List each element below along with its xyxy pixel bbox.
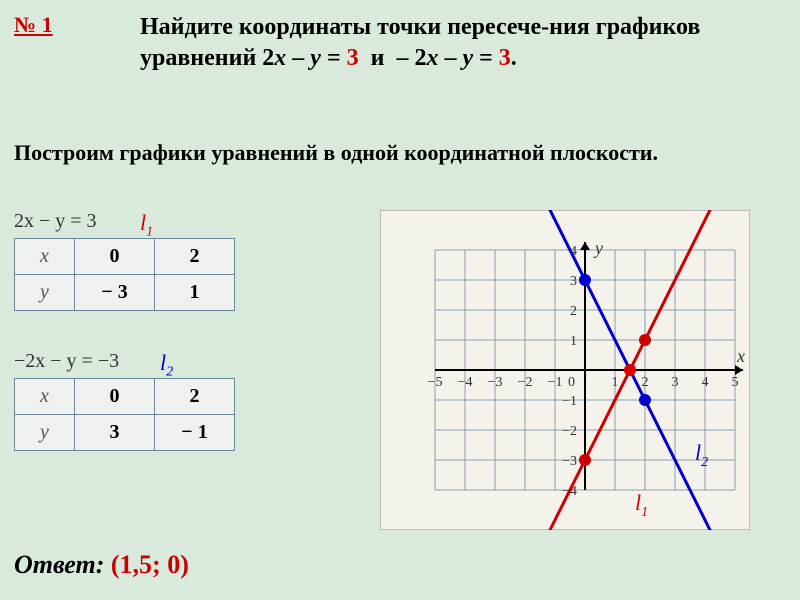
table1-row-header-x: x [15, 239, 75, 275]
table2-cell: 3 [75, 415, 155, 451]
svg-text:−4: −4 [458, 375, 473, 390]
answer-label: Ответ: [14, 550, 104, 579]
table1-cell: 0 [75, 239, 155, 275]
line-label-l1: l1 [140, 210, 153, 240]
svg-text:2: 2 [570, 304, 577, 319]
equation-2: −2x − y = −3 [14, 350, 119, 373]
table1-cell: − 3 [75, 275, 155, 311]
answer-value: (1,5; 0) [111, 550, 189, 579]
problem-number: № 1 [14, 12, 53, 38]
table1-cell: 2 [155, 239, 235, 275]
svg-text:x: x [736, 346, 745, 366]
problem-text-content: Найдите координаты точки пересече-ния гр… [140, 14, 700, 71]
table2-cell: − 1 [155, 415, 235, 451]
problem-text: Найдите координаты точки пересече-ния гр… [140, 12, 780, 74]
table1-row-header-y: y [15, 275, 75, 311]
table2-row-header-x: x [15, 379, 75, 415]
svg-text:0: 0 [568, 375, 575, 390]
svg-text:−3: −3 [562, 454, 577, 469]
table1-cell: 1 [155, 275, 235, 311]
table-1: x 0 2 y − 3 1 [14, 238, 235, 311]
coordinate-chart: −5−4−3−2−112345−4−3−2−112340xyl1l2 [380, 210, 750, 535]
svg-text:−3: −3 [488, 375, 503, 390]
svg-text:5: 5 [732, 375, 739, 390]
svg-text:−1: −1 [548, 375, 563, 390]
table2-cell: 0 [75, 379, 155, 415]
answer: Ответ: (1,5; 0) [14, 550, 189, 580]
svg-text:3: 3 [570, 274, 577, 289]
line-label-l2: l2 [160, 350, 173, 380]
svg-text:−1: −1 [562, 394, 577, 409]
svg-text:−2: −2 [518, 375, 533, 390]
svg-text:1: 1 [612, 375, 619, 390]
table2-row-header-y: y [15, 415, 75, 451]
subheading: Построим графики уравнений в одной коорд… [14, 140, 784, 166]
svg-text:−2: −2 [562, 424, 577, 439]
svg-text:−5: −5 [428, 375, 443, 390]
svg-text:y: y [593, 238, 603, 258]
svg-text:1: 1 [570, 334, 577, 349]
svg-text:3: 3 [672, 375, 679, 390]
table-2: x 0 2 y 3 − 1 [14, 378, 235, 451]
equation-1: 2x − y = 3 [14, 210, 97, 233]
svg-text:2: 2 [642, 375, 649, 390]
svg-text:4: 4 [702, 375, 709, 390]
table2-cell: 2 [155, 379, 235, 415]
chart-svg: −5−4−3−2−112345−4−3−2−112340xyl1l2 [380, 210, 750, 530]
